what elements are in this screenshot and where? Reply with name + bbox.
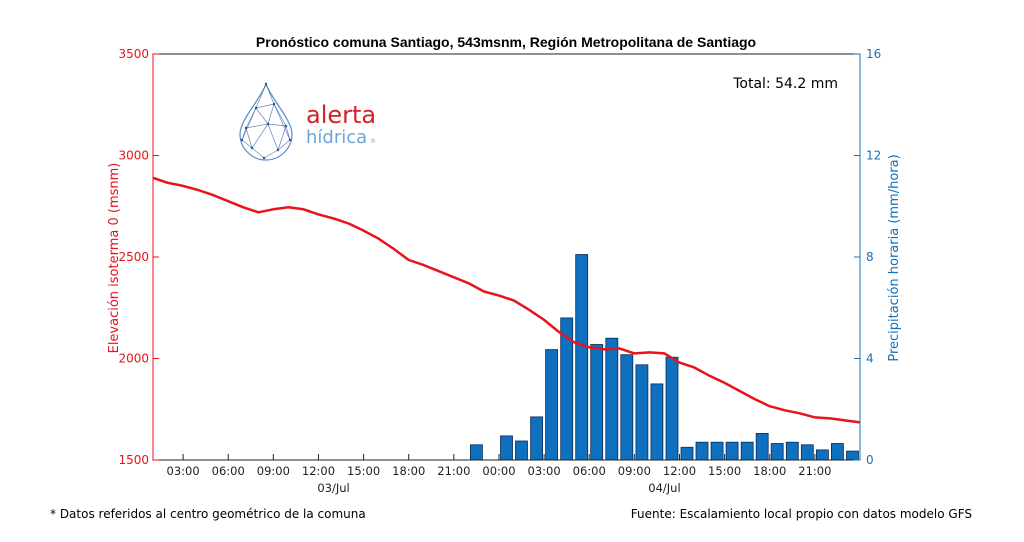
precip-bar [770, 443, 784, 461]
x-tick-label: 21:00 [437, 464, 470, 478]
footnote-source: Fuente: Escalamiento local propio con da… [630, 507, 972, 521]
precip-bar [530, 416, 543, 461]
y-left-tick-label: 3500 [118, 47, 149, 61]
x-tick-label: 00:00 [482, 464, 515, 478]
logo-word-hidrica: hídrica [306, 127, 367, 148]
y-left-tick-label: 1500 [118, 453, 149, 467]
precip-bar [575, 254, 589, 461]
precip-bar [665, 356, 679, 461]
x-tick-label: 15:00 [347, 464, 380, 478]
x-tick-label: 12:00 [663, 464, 696, 478]
x-tick-label: 06:00 [573, 464, 606, 478]
y-axis-left-label: Elevación isoterma 0 (msnm) [107, 163, 122, 354]
precipitation-bars [469, 254, 859, 461]
logo-word-alerta: alerta [306, 101, 376, 129]
precip-bar [846, 450, 859, 461]
x-tick-label: 09:00 [618, 464, 651, 478]
x-tick-label: 03:00 [528, 464, 561, 478]
x-tick-label: 12:00 [302, 464, 335, 478]
precip-bar [620, 354, 634, 461]
precip-bar [545, 349, 558, 461]
y-right-tick-label: 16 [866, 47, 881, 61]
precip-bar [590, 344, 604, 461]
y-left-tick-label: 3000 [118, 149, 149, 163]
y-right-tick-label: 12 [866, 149, 881, 163]
precip-bar [605, 337, 619, 461]
precip-bar [740, 441, 754, 461]
y-left-tick-label: 2500 [118, 250, 149, 264]
precip-bar [515, 440, 528, 461]
isotherm-line-layer [152, 176, 861, 424]
x-tick-label: 09:00 [257, 464, 290, 478]
water-drop-network-icon [239, 82, 293, 161]
precip-bar [710, 441, 724, 461]
x-tick-label: 03:00 [167, 464, 200, 478]
y-right-tick-label: 8 [866, 250, 874, 264]
x-tick-label: 15:00 [708, 464, 741, 478]
x-tick-label: 21:00 [798, 464, 831, 478]
y-right-tick-label: 4 [866, 352, 874, 366]
precip-bar [469, 444, 483, 461]
precip-bar [831, 443, 844, 461]
chart-title: Pronóstico comuna Santiago, 543msnm, Reg… [256, 34, 756, 50]
precip-bar [725, 441, 739, 461]
y-left-tick-label: 2000 [118, 352, 149, 366]
x-date-label: 03/Jul [317, 481, 349, 495]
precip-bar [500, 435, 513, 461]
x-tick-label: 18:00 [392, 464, 425, 478]
precip-bar [680, 446, 694, 461]
footnote-left: * Datos referidos al centro geométrico d… [50, 507, 366, 521]
precip-bar [755, 432, 769, 461]
precip-bar [650, 383, 664, 461]
x-tick-label: 18:00 [753, 464, 786, 478]
x-tick-label: 06:00 [212, 464, 245, 478]
y-axis-right-label: Precipitación horaria (mm/hora) [887, 154, 902, 361]
precip-bar [785, 441, 799, 461]
y-right-tick-label: 0 [866, 453, 874, 467]
precip-bar [695, 441, 709, 461]
precip-bar [800, 444, 814, 461]
axes: 1500 2000 2500 3000 3500 0 4 8 12 16 03:00 06:00 09:… [118, 47, 881, 495]
x-date-label: 04/Jul [648, 481, 680, 495]
logo-registered-mark: ® [370, 138, 376, 145]
isotherm-line [152, 176, 861, 424]
precip-bar [635, 364, 649, 461]
precip-bar [816, 449, 829, 461]
total-annotation: Total: 54.2 mm [732, 76, 838, 92]
